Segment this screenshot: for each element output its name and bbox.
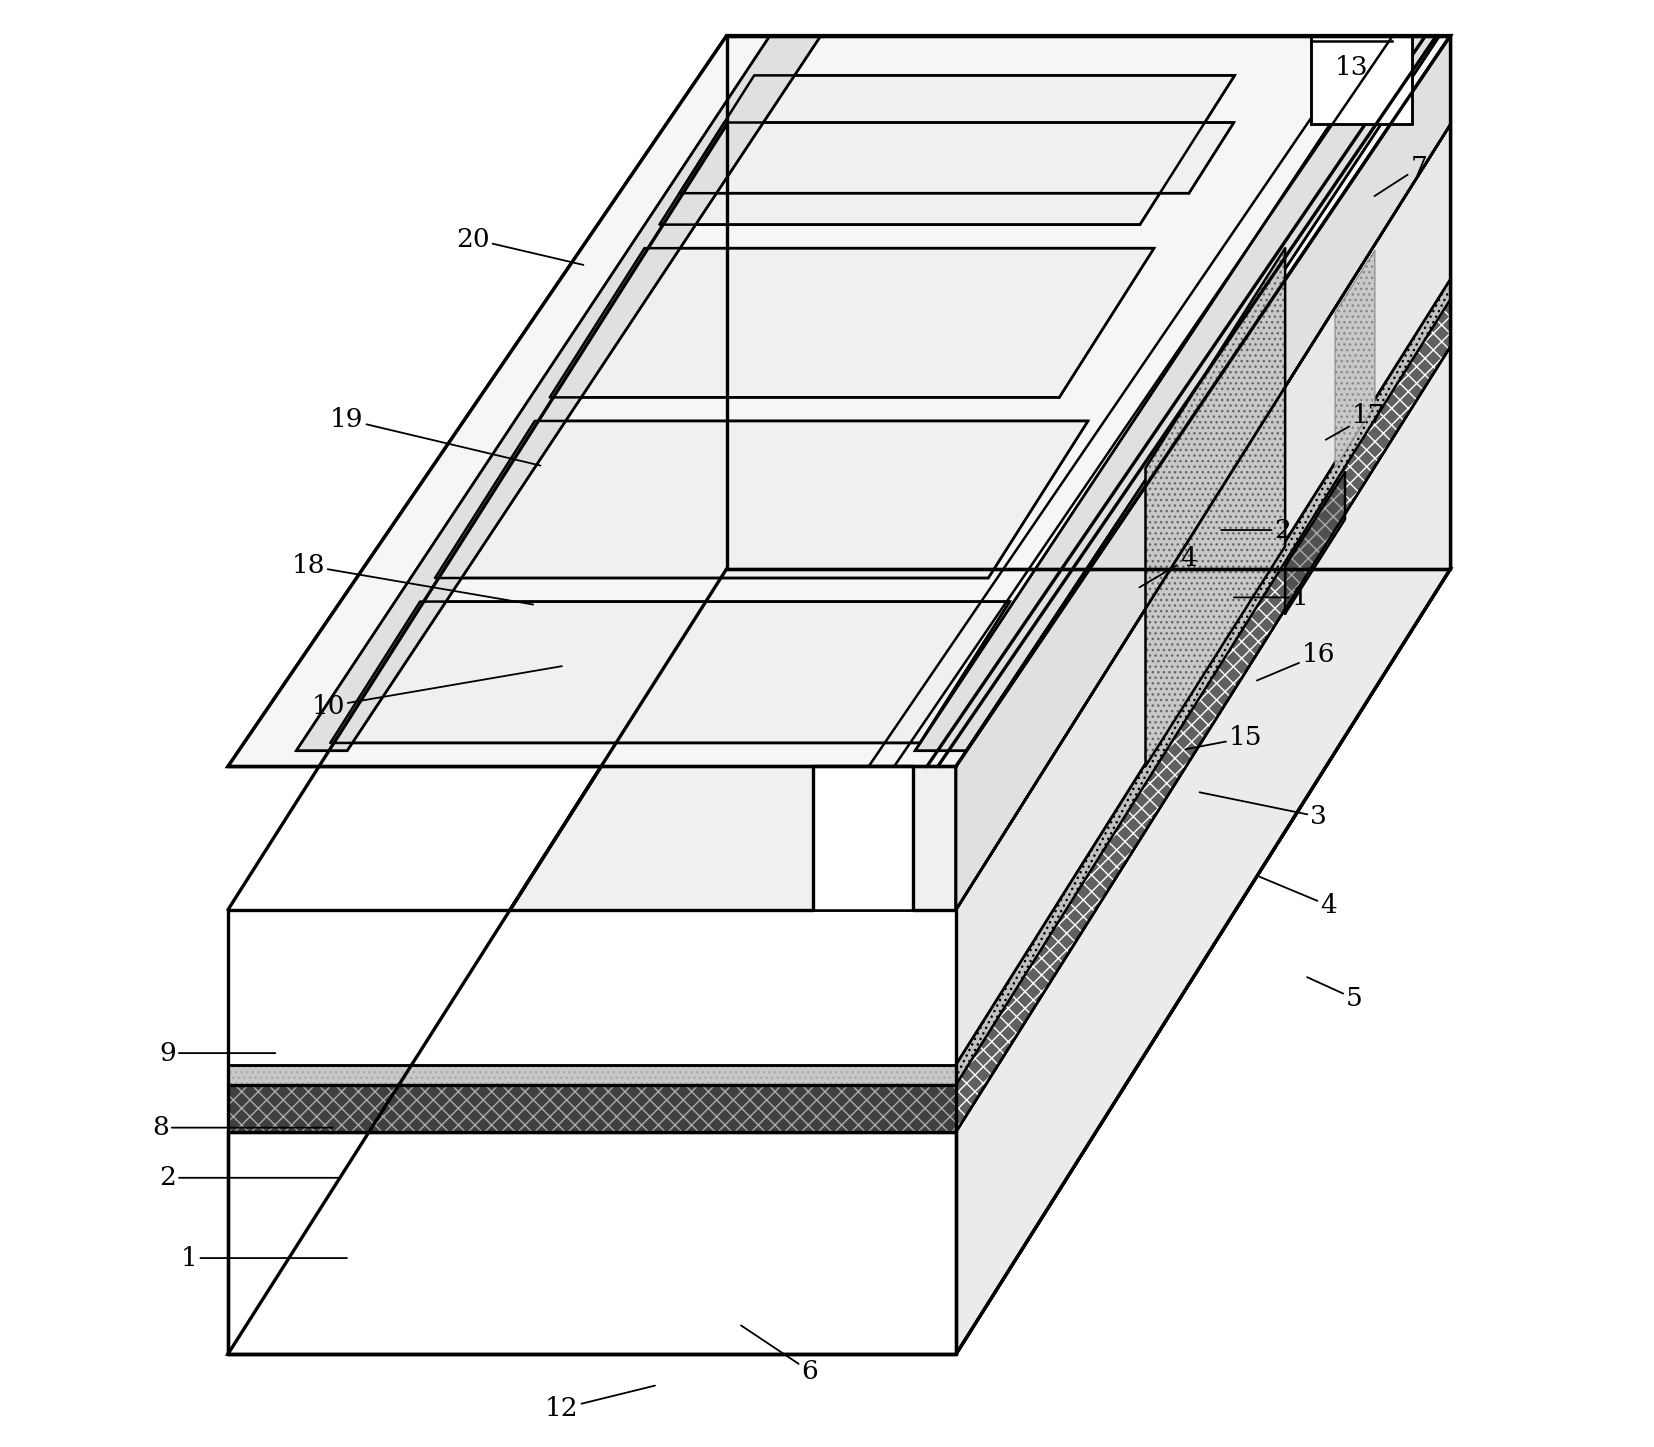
Polygon shape xyxy=(956,300,1451,1132)
Text: 12: 12 xyxy=(546,1386,655,1421)
Polygon shape xyxy=(435,421,1088,577)
Polygon shape xyxy=(1312,36,1413,124)
Polygon shape xyxy=(956,36,1451,1354)
Text: 4: 4 xyxy=(1260,877,1336,917)
Text: 5: 5 xyxy=(1307,977,1363,1011)
Text: 17: 17 xyxy=(1327,402,1386,440)
Polygon shape xyxy=(956,279,1451,1085)
Text: 6: 6 xyxy=(741,1325,819,1383)
Text: 8: 8 xyxy=(152,1116,332,1140)
Text: 4: 4 xyxy=(1140,546,1196,587)
Text: 18: 18 xyxy=(291,553,533,605)
Text: 3: 3 xyxy=(1199,793,1327,829)
Text: 15: 15 xyxy=(1186,725,1262,751)
Text: 19: 19 xyxy=(331,407,541,466)
Polygon shape xyxy=(812,767,913,910)
Polygon shape xyxy=(956,124,1451,1065)
Polygon shape xyxy=(1335,250,1374,467)
Polygon shape xyxy=(296,36,820,751)
Polygon shape xyxy=(228,36,1451,767)
Polygon shape xyxy=(660,75,1234,224)
Text: 7: 7 xyxy=(1374,155,1427,197)
Polygon shape xyxy=(228,36,1451,767)
Polygon shape xyxy=(726,36,1451,569)
Text: 13: 13 xyxy=(1335,55,1368,80)
Text: 9: 9 xyxy=(159,1040,275,1065)
Text: 2: 2 xyxy=(1221,518,1292,543)
Text: 16: 16 xyxy=(1257,642,1335,680)
Polygon shape xyxy=(228,1085,956,1132)
Text: 1: 1 xyxy=(180,1246,347,1270)
Polygon shape xyxy=(228,910,956,1065)
Polygon shape xyxy=(680,123,1234,194)
Polygon shape xyxy=(549,249,1154,398)
Polygon shape xyxy=(228,569,1451,1354)
Polygon shape xyxy=(956,347,1451,1354)
Text: 20: 20 xyxy=(457,227,584,265)
Text: 1: 1 xyxy=(1234,585,1308,609)
Polygon shape xyxy=(228,1132,956,1354)
Polygon shape xyxy=(331,602,1009,742)
Polygon shape xyxy=(1146,249,1285,765)
Polygon shape xyxy=(915,36,1439,751)
Polygon shape xyxy=(956,36,1451,910)
Polygon shape xyxy=(1285,472,1345,614)
Text: 2: 2 xyxy=(159,1165,339,1191)
Polygon shape xyxy=(228,1065,956,1085)
Text: 10: 10 xyxy=(311,666,562,719)
